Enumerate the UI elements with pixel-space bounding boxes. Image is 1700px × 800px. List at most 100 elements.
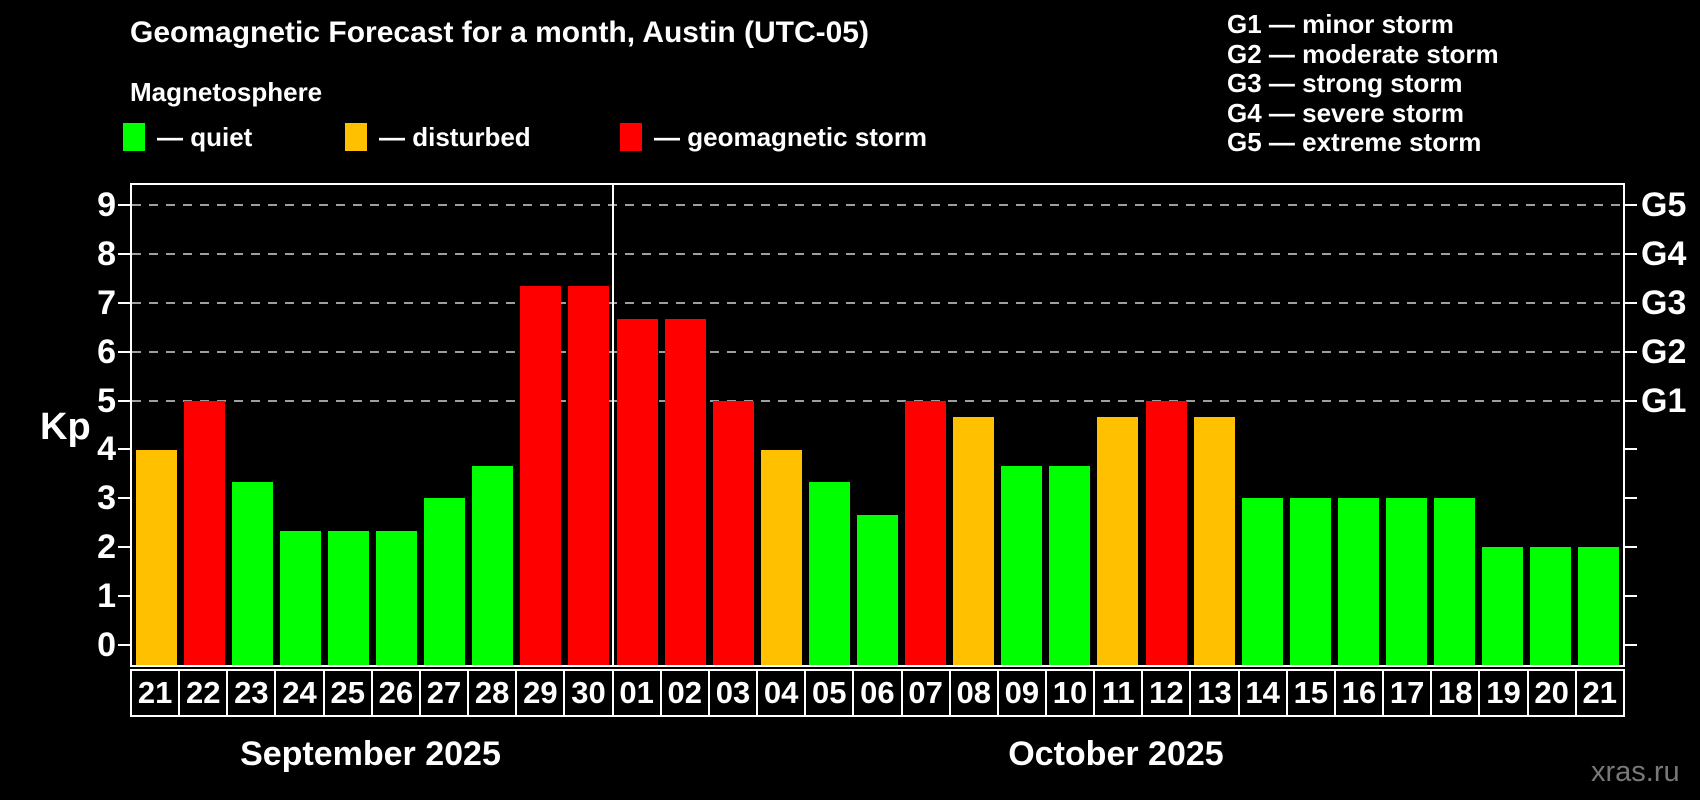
right-tick-7 — [1625, 301, 1637, 304]
grid-line-kp5 — [132, 399, 1623, 402]
kp-bar — [568, 286, 610, 665]
legend-label-disturbed: — disturbed — [379, 121, 531, 152]
day-cell: 15 — [1285, 669, 1336, 717]
kp-bar — [424, 498, 466, 665]
g-axis-label-g2: G2 — [1641, 332, 1687, 371]
day-axis-row: 21 22 23 24 25 26 27 28 29 30 01 02 03 04 05 06 07 08 09 10… — [130, 669, 1625, 717]
day-cell: 08 — [948, 669, 999, 717]
left-tick-4 — [118, 448, 130, 451]
day-cell: 30 — [563, 669, 614, 717]
left-tick-9 — [118, 203, 130, 206]
g-scale-legend: G1 — minor storm G2 — moderate storm G3 — … — [1227, 9, 1499, 158]
day-cell: 11 — [1093, 669, 1144, 717]
kp-bar — [231, 482, 273, 665]
day-cell: 21 — [1574, 669, 1625, 717]
day-cell: 13 — [1189, 669, 1240, 717]
g-legend-item: G2 — moderate storm — [1227, 38, 1499, 69]
chart-title: Geomagnetic Forecast for a month, Austin… — [130, 16, 869, 49]
kp-bar — [616, 318, 658, 665]
kp-bar — [1289, 498, 1331, 665]
left-tick-6 — [118, 350, 130, 353]
kp-bar — [664, 318, 706, 665]
kp-bar — [520, 286, 562, 665]
y-tick-label-4: 4 — [97, 430, 116, 469]
day-cell: 19 — [1478, 669, 1529, 717]
kp-bar — [1001, 465, 1043, 665]
day-cell: 01 — [611, 669, 662, 717]
right-tick-2 — [1625, 546, 1637, 549]
grid-line-kp8 — [132, 252, 1623, 255]
y-tick-label-7: 7 — [97, 283, 116, 322]
day-cell: 18 — [1430, 669, 1481, 717]
left-tick-0 — [118, 644, 130, 647]
grid-line-kp6 — [132, 350, 1623, 353]
y-tick-label-3: 3 — [97, 479, 116, 518]
day-cell: 04 — [756, 669, 807, 717]
g-axis-label-g3: G3 — [1641, 283, 1687, 322]
right-tick-8 — [1625, 252, 1637, 255]
day-cell: 02 — [659, 669, 710, 717]
kp-bar — [135, 449, 177, 665]
day-cell: 09 — [996, 669, 1047, 717]
day-cell: 24 — [274, 669, 325, 717]
kp-bar — [1097, 416, 1139, 665]
magnetosphere-subtitle: Magnetosphere — [130, 77, 323, 107]
g-legend-item: G1 — minor storm — [1227, 9, 1454, 39]
g-legend-item: G5 — extreme storm — [1227, 127, 1482, 157]
kp-bar — [1434, 498, 1476, 665]
disturbed-swatch-icon — [345, 123, 367, 151]
right-tick-0 — [1625, 644, 1637, 647]
kp-bar — [1145, 400, 1187, 665]
right-tick-1 — [1625, 595, 1637, 598]
day-cell: 12 — [1141, 669, 1192, 717]
day-cell: 10 — [1044, 669, 1096, 717]
g-legend-item: G3 — strong storm — [1227, 68, 1463, 98]
month-label-october: October 2025 — [1008, 735, 1224, 773]
day-cell: 14 — [1237, 669, 1288, 717]
kp-bar — [905, 400, 947, 665]
g-axis-label-g1: G1 — [1641, 381, 1687, 420]
left-tick-5 — [118, 399, 130, 402]
day-cell: 06 — [852, 669, 903, 717]
g-legend-item: G4 — severe storm — [1227, 97, 1465, 128]
y-tick-label-2: 2 — [97, 528, 116, 567]
grid-line-kp9 — [132, 203, 1623, 206]
month-label-september: September 2025 — [240, 735, 501, 773]
day-cell: 07 — [900, 669, 951, 717]
y-tick-label-6: 6 — [97, 332, 116, 371]
kp-bar — [1337, 498, 1379, 665]
xras-watermark: xras.ru — [1591, 756, 1680, 788]
left-tick-1 — [118, 595, 130, 598]
kp-bar — [857, 514, 898, 665]
y-tick-label-9: 9 — [97, 185, 116, 224]
left-tick-3 — [118, 497, 130, 500]
kp-bar — [1530, 547, 1572, 665]
day-cell: 03 — [707, 669, 759, 717]
day-cell: 16 — [1333, 669, 1385, 717]
right-tick-3 — [1625, 497, 1637, 500]
right-tick-4 — [1625, 448, 1637, 451]
y-tick-label-1: 1 — [97, 577, 116, 616]
y-tick-label-8: 8 — [97, 234, 116, 273]
right-tick-9 — [1625, 203, 1637, 206]
legend-item-quiet: — quiet — [123, 122, 252, 152]
kp-bar — [327, 531, 369, 665]
legend-label-storm: — geomagnetic storm — [654, 121, 928, 152]
y-tick-label-0: 0 — [97, 626, 116, 665]
kp-bar — [808, 482, 850, 665]
kp-bar — [712, 400, 754, 665]
y-axis-label: Kp — [40, 406, 91, 448]
kp-bar — [760, 449, 802, 665]
day-cell: 05 — [804, 669, 855, 717]
kp-bar — [1049, 465, 1091, 665]
day-cell: 20 — [1526, 669, 1577, 717]
right-tick-6 — [1625, 350, 1637, 353]
day-cell: 27 — [418, 669, 470, 717]
legend-item-storm: — geomagnetic storm — [620, 122, 927, 152]
left-tick-7 — [118, 301, 130, 304]
kp-bar — [1482, 547, 1524, 665]
kp-bar — [1193, 416, 1235, 665]
day-cell: 28 — [467, 669, 518, 717]
storm-swatch-icon — [620, 123, 642, 151]
